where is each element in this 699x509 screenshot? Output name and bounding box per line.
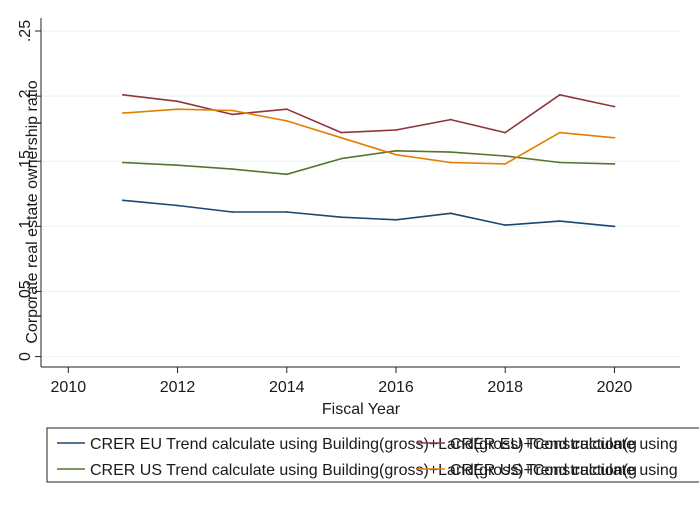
legend-box — [46, 427, 699, 483]
series-4-point — [340, 136, 343, 139]
series-line-4 — [122, 108, 615, 165]
series-2-point — [340, 157, 343, 160]
gridlines — [41, 30, 680, 358]
series-3-point — [558, 93, 561, 96]
series-3-point — [122, 93, 124, 96]
y-tick-label: .1 — [17, 220, 34, 233]
axes — [35, 18, 680, 373]
series-4-point — [231, 109, 234, 112]
legend-label-3: CRER EU Trend calculate using — [450, 436, 678, 453]
series-2-point — [122, 161, 124, 164]
series-line-3 — [122, 94, 615, 134]
series-3-point — [449, 118, 452, 121]
series-line-2 — [122, 150, 615, 176]
series-1-point — [340, 216, 343, 219]
x-tick-label: 2010 — [51, 379, 87, 396]
series-1-point — [395, 218, 397, 221]
series-4-point — [176, 108, 179, 111]
series-3-point — [176, 100, 179, 103]
series-1-point — [231, 211, 234, 213]
x-tick-label: 2020 — [597, 379, 633, 396]
series-3-point — [285, 108, 288, 111]
series-4-point — [449, 161, 452, 164]
series-line-1 — [122, 199, 615, 228]
x-tick-label: 2012 — [160, 379, 196, 396]
series-4-point — [504, 162, 507, 165]
series-3-point — [395, 129, 397, 131]
series-1-point — [613, 225, 616, 228]
y-tick-label: .25 — [17, 20, 34, 42]
x-tick-label: 2018 — [487, 379, 523, 396]
series-3-point — [504, 131, 507, 134]
series-3-point — [613, 105, 616, 108]
legend-label-2: CRER US Trend calculate using Building(g… — [90, 462, 637, 479]
tick-labels: 0 .05 .1 .15 .2 .25 2010 2012 2014 2016 2018 2020 — [17, 20, 632, 396]
series-1-point — [176, 204, 179, 207]
series-1-point — [449, 212, 452, 215]
series-1-point — [504, 224, 507, 226]
series-1-point — [122, 199, 124, 202]
series-2-point — [558, 161, 561, 164]
y-tick-label: .15 — [17, 150, 34, 172]
series-4-point — [613, 136, 616, 139]
x-tick-label: 2014 — [269, 379, 305, 396]
series-3-point — [340, 131, 343, 134]
series-4-point — [122, 112, 124, 114]
series-1-point — [285, 211, 288, 213]
series-1-point — [558, 220, 561, 223]
series-2-point — [449, 151, 452, 154]
legend-label-4: CRER US Trend calculate using — [450, 462, 678, 479]
series-2-point — [613, 162, 616, 165]
x-axis-title: Fiscal Year — [322, 401, 401, 418]
series-lines — [122, 93, 616, 228]
series-4-point — [285, 119, 288, 122]
series-2-point — [285, 173, 288, 176]
y-tick-label: .2 — [17, 89, 34, 102]
series-2-point — [395, 149, 397, 152]
series-2-point — [231, 168, 234, 170]
legend-label-1: CRER EU Trend calculate using Building(g… — [90, 436, 637, 453]
y-axis-title: Corporate real estate ownership ratio — [24, 80, 41, 343]
y-tick-label: .05 — [17, 280, 34, 302]
series-4-point — [395, 153, 397, 156]
legend: CRER EU Trend calculate using Building(g… — [46, 427, 699, 483]
series-2-point — [504, 155, 507, 157]
series-3-point — [231, 113, 234, 116]
x-tick-label: 2016 — [378, 379, 414, 396]
y-tick-label: 0 — [17, 352, 34, 361]
series-2-point — [176, 164, 179, 167]
series-4-point — [558, 131, 561, 134]
